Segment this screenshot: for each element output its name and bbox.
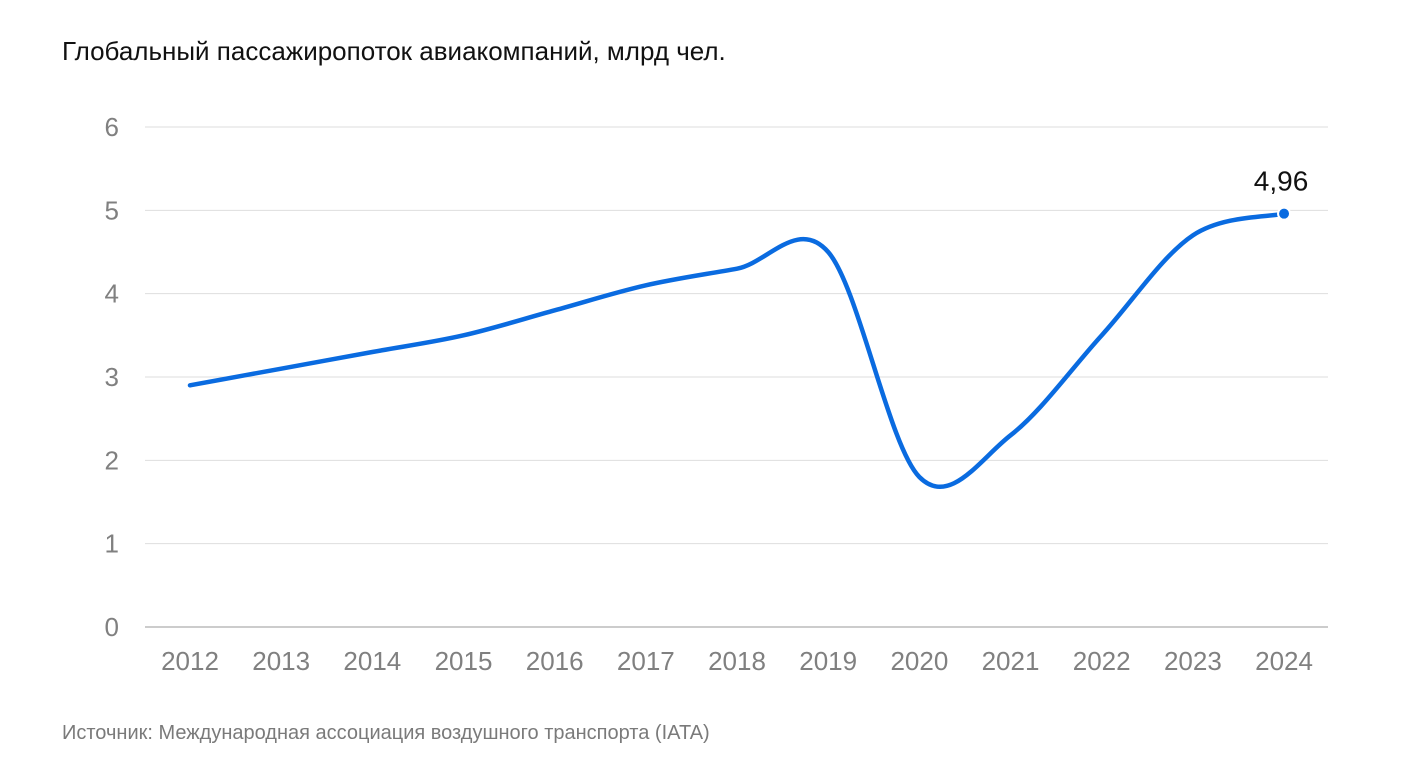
y-tick-label: 4 bbox=[105, 279, 119, 309]
x-tick-label: 2014 bbox=[343, 646, 401, 676]
y-tick-label: 3 bbox=[105, 362, 119, 392]
x-tick-label: 2018 bbox=[708, 646, 766, 676]
y-tick-label: 2 bbox=[105, 445, 119, 475]
x-tick-label: 2022 bbox=[1073, 646, 1131, 676]
x-tick-label: 2019 bbox=[799, 646, 857, 676]
x-tick-label: 2015 bbox=[435, 646, 493, 676]
source-note: Источник: Международная ассоциация возду… bbox=[62, 722, 710, 744]
x-tick-label: 2023 bbox=[1164, 646, 1222, 676]
chart-title: Глобальный пассажиропоток авиакомпаний, … bbox=[62, 36, 726, 66]
x-axis-ticks: 2012 2013 2014 2015 2016 2017 2018 2019 2020 2021… bbox=[161, 646, 1313, 676]
data-point bbox=[1277, 206, 1292, 221]
x-tick-label: 2020 bbox=[890, 646, 948, 676]
x-tick-label: 2013 bbox=[252, 646, 310, 676]
y-tick-label: 0 bbox=[105, 612, 119, 642]
x-tick-label: 2017 bbox=[617, 646, 675, 676]
annotations: 4,96 bbox=[1254, 166, 1309, 197]
data-points bbox=[1277, 206, 1292, 221]
series-line bbox=[187, 211, 1287, 489]
x-tick-label: 2016 bbox=[526, 646, 584, 676]
x-tick-label: 2012 bbox=[161, 646, 219, 676]
y-tick-label: 6 bbox=[105, 112, 119, 142]
x-tick-label: 2024 bbox=[1255, 646, 1313, 676]
y-tick-label: 1 bbox=[105, 529, 119, 559]
y-tick-label: 5 bbox=[105, 195, 119, 225]
x-tick-label: 2021 bbox=[982, 646, 1040, 676]
data-label: 4,96 bbox=[1254, 166, 1309, 197]
y-axis-ticks: 0 1 2 3 4 5 6 bbox=[105, 112, 119, 642]
grid-lines bbox=[145, 126, 1328, 628]
